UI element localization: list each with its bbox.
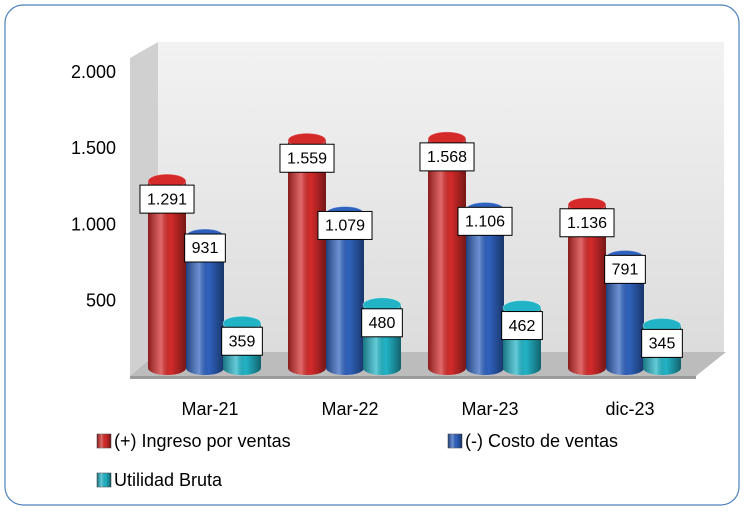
data-label-box bbox=[221, 326, 263, 356]
x-tick-label: Mar-21 bbox=[181, 399, 238, 419]
data-label-text: 791 bbox=[612, 262, 639, 279]
data-label: 1.568 bbox=[419, 142, 475, 172]
data-label-text: 462 bbox=[509, 318, 536, 335]
data-label: 1.559 bbox=[279, 143, 335, 173]
data-label: 931 bbox=[184, 233, 226, 263]
bar-shade bbox=[326, 213, 364, 375]
bar-shade bbox=[606, 257, 644, 375]
data-label-text: 345 bbox=[649, 336, 676, 353]
data-label: 345 bbox=[641, 328, 683, 358]
data-label-box bbox=[184, 233, 226, 263]
data-label-box bbox=[317, 210, 373, 240]
data-label: 359 bbox=[221, 326, 263, 356]
data-label-text: 1.106 bbox=[465, 214, 505, 231]
data-label-box bbox=[361, 308, 403, 338]
y-tick-label: 500 bbox=[86, 291, 116, 311]
bar-shade bbox=[568, 204, 606, 375]
floor-edge bbox=[130, 376, 696, 379]
data-label-text: 1.559 bbox=[287, 150, 327, 167]
data-label-text: 480 bbox=[369, 315, 396, 332]
data-label-box bbox=[419, 142, 475, 172]
data-label-text: 359 bbox=[229, 333, 256, 350]
legend-swatch-shade bbox=[97, 434, 111, 448]
data-label-box bbox=[501, 311, 543, 341]
data-label: 462 bbox=[501, 311, 543, 341]
data-label-text: 1.568 bbox=[427, 149, 467, 166]
data-label-text: 1.079 bbox=[325, 218, 365, 235]
data-label-box bbox=[279, 143, 335, 173]
legend-swatch-shade bbox=[97, 473, 111, 487]
bar-shade bbox=[288, 140, 326, 375]
x-tick-label: Mar-22 bbox=[321, 399, 378, 419]
data-label-box bbox=[139, 184, 195, 214]
bar-shade bbox=[466, 209, 504, 375]
data-label-box bbox=[457, 206, 513, 236]
x-tick-label: dic-23 bbox=[605, 399, 654, 419]
data-label: 480 bbox=[361, 308, 403, 338]
y-tick-label: 1.500 bbox=[71, 138, 116, 158]
data-label-text: 1.291 bbox=[147, 191, 187, 208]
y-tick-label: 1.000 bbox=[71, 214, 116, 234]
legend-label: (+) Ingreso por ventas bbox=[114, 431, 291, 451]
bar-shade bbox=[186, 236, 224, 375]
data-label: 1.136 bbox=[559, 208, 615, 238]
data-label-text: 1.136 bbox=[567, 215, 607, 232]
legend-label: (-) Costo de ventas bbox=[465, 431, 618, 451]
legend-swatch-shade bbox=[448, 434, 462, 448]
data-label-box bbox=[641, 328, 683, 358]
data-label-box bbox=[604, 254, 646, 284]
y-tick-label: 2.000 bbox=[71, 62, 116, 82]
data-label-box bbox=[559, 208, 615, 238]
bar-shade bbox=[428, 138, 466, 375]
data-label: 791 bbox=[604, 254, 646, 284]
data-label-text: 931 bbox=[192, 240, 219, 257]
x-tick-label: Mar-23 bbox=[461, 399, 518, 419]
bar-shade bbox=[148, 181, 186, 375]
data-label: 1.079 bbox=[317, 210, 373, 240]
legend-label: Utilidad Bruta bbox=[114, 470, 223, 490]
data-label: 1.291 bbox=[139, 184, 195, 214]
data-label: 1.106 bbox=[457, 206, 513, 236]
